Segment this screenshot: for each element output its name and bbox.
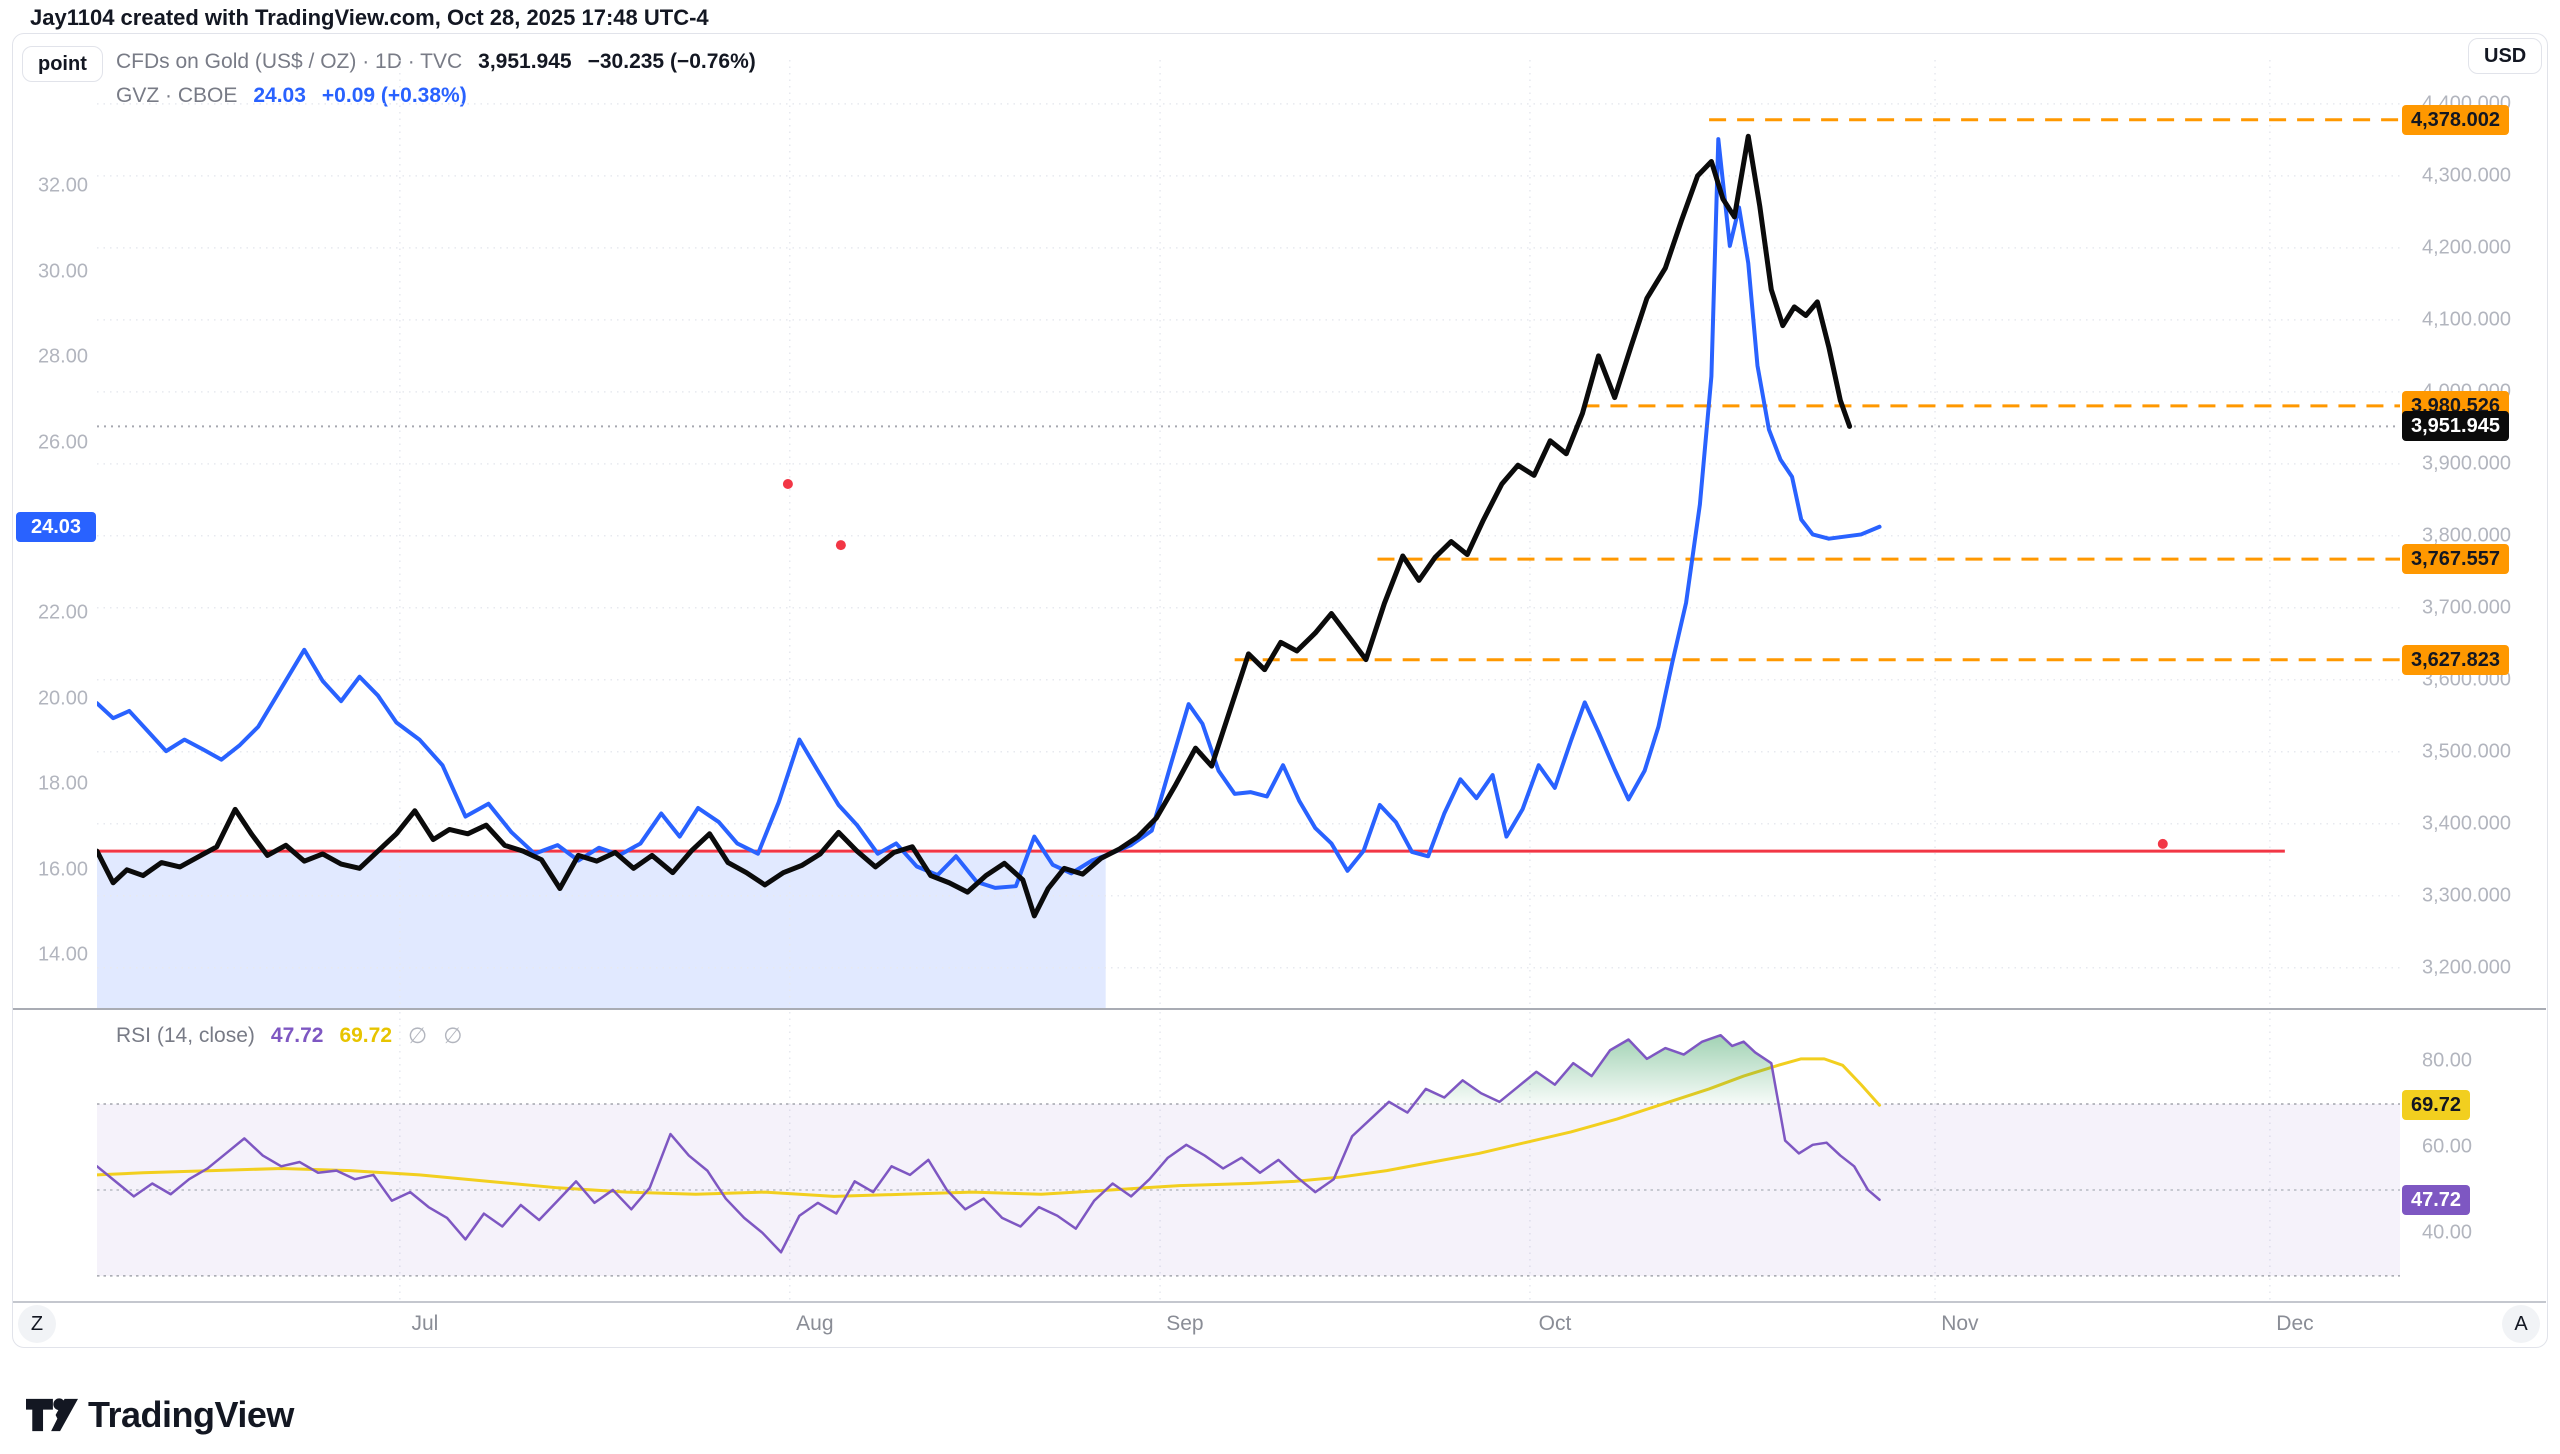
- red-dot-marker: [835, 540, 846, 551]
- time-axis-month-label: Dec: [2276, 1312, 2314, 1335]
- right-axis-tick: 4,300.000: [2422, 164, 2511, 187]
- level-price-label: 3,767.557: [2402, 544, 2509, 575]
- legend-overlay-row[interactable]: GVZ · CBOE 24.03 +0.09 (+0.38%): [116, 80, 467, 112]
- tradingview-logo-icon: [26, 1398, 78, 1432]
- legend-rsi-row[interactable]: RSI (14, close) 47.72 69.72 ∅ ∅: [116, 1020, 462, 1052]
- right-axis-tick: 3,700.000: [2422, 596, 2511, 619]
- left-axis-tick: 18.00: [37, 772, 88, 795]
- rsi-value-label: 69.72: [2402, 1090, 2471, 1121]
- left-axis-tick: 22.00: [37, 601, 88, 624]
- left-axis-tick: 26.00: [37, 431, 88, 454]
- left-axis-tick: 16.00: [37, 858, 88, 881]
- rsi-line-purple: [97, 1033, 1881, 1254]
- last-price-label-gold: 3,951.945: [2402, 411, 2509, 442]
- rsi-hidden-input-icon: ∅: [443, 1023, 463, 1048]
- auto-scale-button[interactable]: A: [2502, 1305, 2540, 1343]
- main-last-price: 3,951.945: [478, 50, 572, 73]
- rsi-axis-tick: 60.00: [2422, 1135, 2473, 1158]
- red-dot-marker: [2157, 838, 2168, 849]
- main-change: −30.235 (−0.76%): [587, 50, 756, 73]
- rsi-indicator-title[interactable]: RSI (14, close): [116, 1024, 255, 1047]
- left-axis-tick: 30.00: [37, 260, 88, 283]
- time-axis-month-label: Aug: [796, 1312, 834, 1335]
- highlight-region: [97, 852, 1106, 1008]
- series-line-gvz: [97, 137, 1882, 890]
- time-axis-month-label: Oct: [1538, 1312, 1572, 1335]
- level-price-label: 4,378.002: [2402, 104, 2509, 135]
- rsi-value: 47.72: [270, 1024, 324, 1047]
- time-axis-month-label: Nov: [1941, 1312, 1979, 1335]
- zoom-out-button[interactable]: Z: [18, 1305, 56, 1343]
- overlay-symbol-title[interactable]: GVZ · CBOE: [116, 84, 238, 107]
- right-axis-tick: 3,300.000: [2422, 884, 2511, 907]
- rsi-ma-value: 69.72: [339, 1024, 393, 1047]
- time-axis-month-label: Jul: [411, 1312, 439, 1335]
- series-line-gold: [97, 133, 1853, 919]
- left-axis-tick: 20.00: [37, 687, 88, 710]
- rsi-value-label: 47.72: [2402, 1184, 2471, 1215]
- right-axis-tick: 3,400.000: [2422, 812, 2511, 835]
- price-panel: [97, 60, 2400, 1008]
- rsi-axis-tick: 40.00: [2422, 1221, 2473, 1244]
- right-axis-tick: 4,100.000: [2422, 308, 2511, 331]
- right-axis-tick: 4,200.000: [2422, 236, 2511, 259]
- time-axis-month-label: Sep: [1166, 1312, 1204, 1335]
- left-axis-tick: 14.00: [37, 943, 88, 966]
- right-axis-tick: 3,500.000: [2422, 740, 2511, 763]
- main-symbol-title[interactable]: CFDs on Gold (US$ / OZ) · 1D · TVC: [116, 50, 463, 73]
- overlay-last-price: 24.03: [253, 84, 306, 107]
- red-dot-marker: [782, 478, 793, 489]
- left-axis-tick: 32.00: [37, 174, 88, 197]
- right-scale-unit-button[interactable]: USD: [2468, 38, 2543, 74]
- tradingview-logo-text: TradingView: [88, 1394, 294, 1435]
- overlay-change: +0.09 (+0.38%): [321, 84, 467, 107]
- legend-main-row[interactable]: CFDs on Gold (US$ / OZ) · 1D · TVC 3,951…: [116, 44, 756, 80]
- right-axis-tick: 3,200.000: [2422, 956, 2511, 979]
- left-scale-unit-button[interactable]: point: [22, 46, 103, 82]
- rsi-panel: [97, 1012, 2400, 1300]
- last-price-label-gvz: 24.03: [16, 511, 96, 542]
- left-axis-tick: 28.00: [37, 345, 88, 368]
- attribution-text: Jay1104 created with TradingView.com, Oc…: [30, 5, 709, 30]
- level-price-label: 3,627.823: [2402, 644, 2509, 675]
- right-axis-tick: 3,800.000: [2422, 524, 2511, 547]
- tradingview-logo[interactable]: TradingView: [26, 1392, 294, 1438]
- right-axis-tick: 3,900.000: [2422, 452, 2511, 475]
- rsi-axis-tick: 80.00: [2422, 1049, 2473, 1072]
- rsi-hidden-input-icon: ∅: [408, 1023, 428, 1048]
